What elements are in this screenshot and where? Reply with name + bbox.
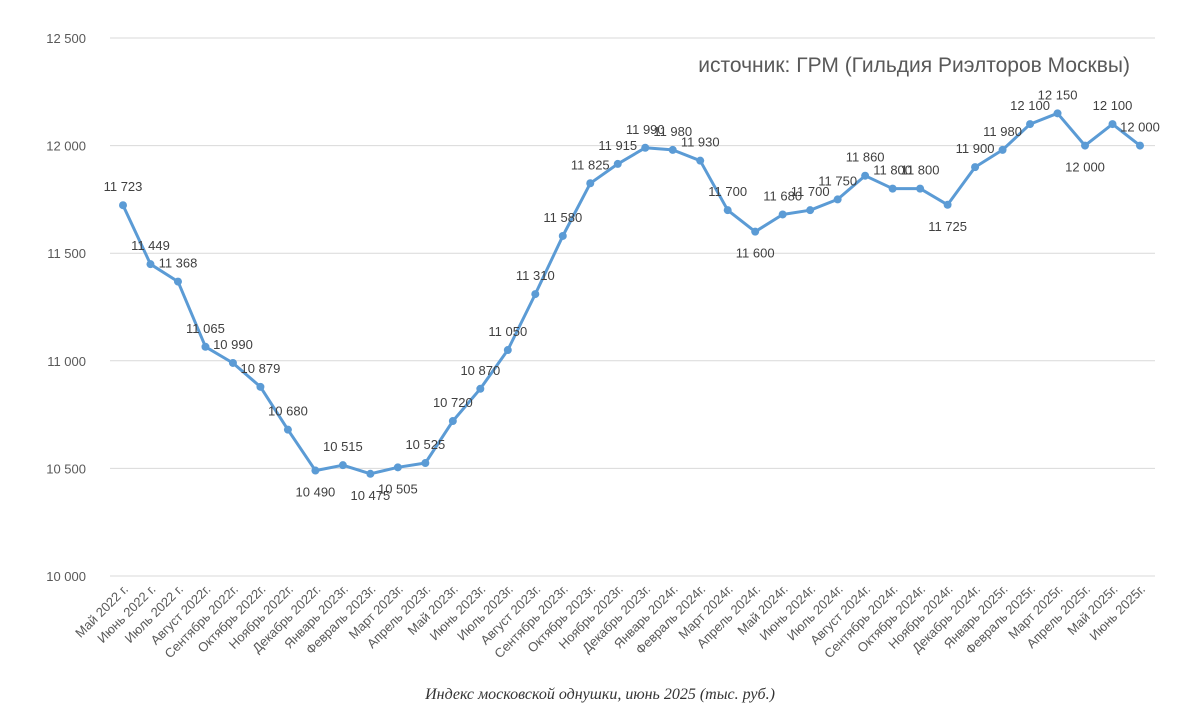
data-label: 10 505 bbox=[378, 481, 418, 496]
data-label: 11 310 bbox=[516, 268, 555, 283]
y-tick-label: 11 000 bbox=[47, 354, 86, 369]
data-label: 11 800 bbox=[901, 163, 940, 178]
data-label: 10 680 bbox=[268, 404, 308, 419]
data-point bbox=[943, 200, 952, 209]
data-label: 11 449 bbox=[131, 238, 170, 253]
y-tick-label: 10 000 bbox=[46, 569, 86, 584]
data-label: 11 900 bbox=[956, 141, 995, 156]
data-point bbox=[448, 417, 457, 426]
data-label: 12 100 bbox=[1093, 98, 1133, 113]
data-point bbox=[586, 179, 595, 188]
data-point bbox=[366, 469, 375, 478]
data-point bbox=[146, 260, 155, 269]
data-point bbox=[833, 195, 842, 204]
data-point bbox=[751, 227, 760, 236]
data-label: 11 800 bbox=[873, 163, 912, 178]
data-point bbox=[861, 171, 870, 180]
y-axis-ticks: 10 000 10 500 11 000 11 500 12 000 12 500 bbox=[46, 31, 86, 584]
data-label: 10 720 bbox=[433, 395, 473, 410]
data-label: 11 065 bbox=[186, 321, 225, 336]
data-label: 12 000 bbox=[1120, 120, 1160, 135]
data-label: 11 980 bbox=[653, 124, 692, 139]
data-point bbox=[723, 206, 732, 215]
data-label: 11 700 bbox=[708, 184, 747, 199]
data-label: 12 150 bbox=[1038, 87, 1078, 102]
data-point bbox=[916, 184, 925, 193]
data-point bbox=[393, 463, 402, 472]
data-point bbox=[641, 143, 650, 152]
data-point bbox=[888, 184, 897, 193]
data-label: 11 680 bbox=[763, 188, 802, 203]
data-point bbox=[531, 290, 540, 299]
data-point bbox=[503, 346, 512, 355]
data-label: 11 368 bbox=[159, 256, 198, 271]
y-tick-label: 10 500 bbox=[46, 461, 86, 476]
data-label: 11 825 bbox=[571, 157, 610, 172]
data-label: 11 990 bbox=[626, 122, 665, 137]
data-label: 10 870 bbox=[460, 363, 500, 378]
data-label: 12 000 bbox=[1065, 160, 1105, 175]
gridlines bbox=[110, 37, 1155, 577]
data-point bbox=[173, 277, 182, 286]
data-point bbox=[283, 425, 292, 434]
data-label: 12 100 bbox=[1010, 98, 1050, 113]
data-point bbox=[778, 210, 787, 219]
data-point bbox=[1108, 120, 1117, 129]
data-point bbox=[1053, 109, 1062, 118]
data-point bbox=[668, 145, 677, 154]
data-point bbox=[696, 156, 705, 165]
data-point bbox=[338, 461, 347, 470]
data-point bbox=[476, 384, 485, 393]
data-point bbox=[201, 342, 210, 351]
source-note: источник: ГРМ (Гильдия Риэлторов Москвы) bbox=[698, 54, 1130, 77]
data-point bbox=[998, 145, 1007, 154]
y-tick-label: 12 000 bbox=[46, 139, 86, 154]
data-point bbox=[1136, 141, 1144, 150]
data-point bbox=[971, 163, 980, 172]
data-point bbox=[806, 206, 815, 215]
data-label: 10 525 bbox=[405, 437, 445, 452]
data-label: 10 990 bbox=[213, 337, 253, 352]
data-label: 10 515 bbox=[323, 439, 363, 454]
y-tick-label: 11 500 bbox=[47, 246, 86, 261]
data-point bbox=[421, 459, 430, 468]
data-label: 10 475 bbox=[350, 488, 390, 503]
data-label: 11 580 bbox=[543, 210, 582, 225]
data-label: 11 050 bbox=[488, 324, 527, 339]
chart-caption: Индекс московской однушки, июнь 2025 (ты… bbox=[425, 686, 775, 703]
data-label: 11 915 bbox=[598, 138, 637, 153]
x-axis-ticks: Май 2022 г.Июнь 2022 г.Июль 2022 г.Авгус… bbox=[72, 582, 1148, 662]
data-point bbox=[1081, 141, 1090, 150]
data-point bbox=[613, 159, 622, 168]
data-point bbox=[1026, 120, 1035, 129]
data-label: 10 490 bbox=[296, 485, 336, 500]
y-tick-label: 12 500 bbox=[46, 31, 86, 46]
data-label: 11 700 bbox=[791, 184, 830, 199]
data-point bbox=[256, 382, 265, 391]
data-points bbox=[119, 109, 1144, 478]
data-label: 11 723 bbox=[104, 179, 143, 194]
line-chart: 10 000 10 500 11 000 11 500 12 000 12 500 ист… bbox=[46, 31, 1160, 662]
data-point bbox=[558, 231, 567, 240]
data-label: 10 879 bbox=[241, 361, 281, 376]
data-label: 11 725 bbox=[928, 219, 967, 234]
data-point bbox=[119, 201, 127, 210]
data-point bbox=[228, 358, 237, 367]
data-label: 11 600 bbox=[736, 246, 775, 261]
series-line bbox=[121, 111, 1141, 476]
data-label: 11 860 bbox=[846, 150, 885, 165]
data-label: 11 930 bbox=[681, 135, 720, 150]
data-point bbox=[311, 466, 320, 475]
data-label: 11 750 bbox=[818, 173, 857, 188]
data-label: 11 980 bbox=[983, 124, 1022, 139]
